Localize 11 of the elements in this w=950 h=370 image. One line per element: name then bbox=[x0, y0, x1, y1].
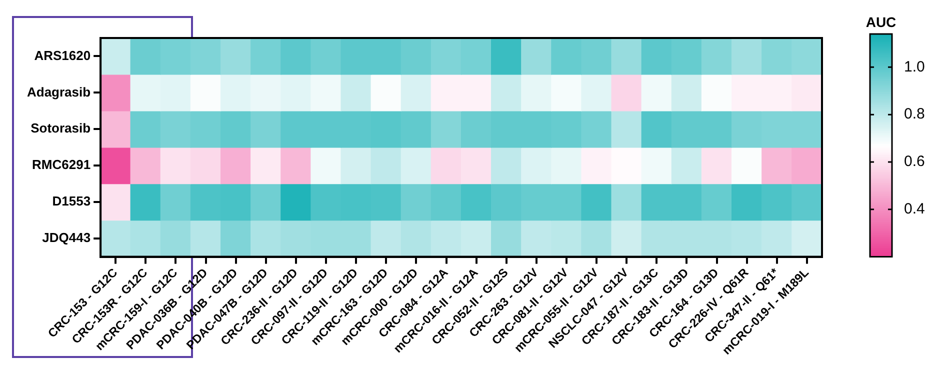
color-bar-label: 1.0 bbox=[904, 58, 925, 76]
color-bar-label: 0.4 bbox=[904, 200, 925, 218]
color-bar-label: 0.8 bbox=[904, 106, 925, 123]
color-bar-label: 0.6 bbox=[904, 153, 925, 170]
y-tick-label: JDQ443 bbox=[42, 230, 91, 246]
y-tick-label: D1553 bbox=[52, 194, 91, 209]
y-tick-label: Sotorasib bbox=[30, 120, 91, 136]
y-tick-label: RMC6291 bbox=[32, 157, 91, 172]
y-tick-label: Adagrasib bbox=[26, 84, 91, 100]
y-tick-label: ARS1620 bbox=[34, 48, 91, 63]
color-bar-title: AUC bbox=[866, 14, 896, 30]
